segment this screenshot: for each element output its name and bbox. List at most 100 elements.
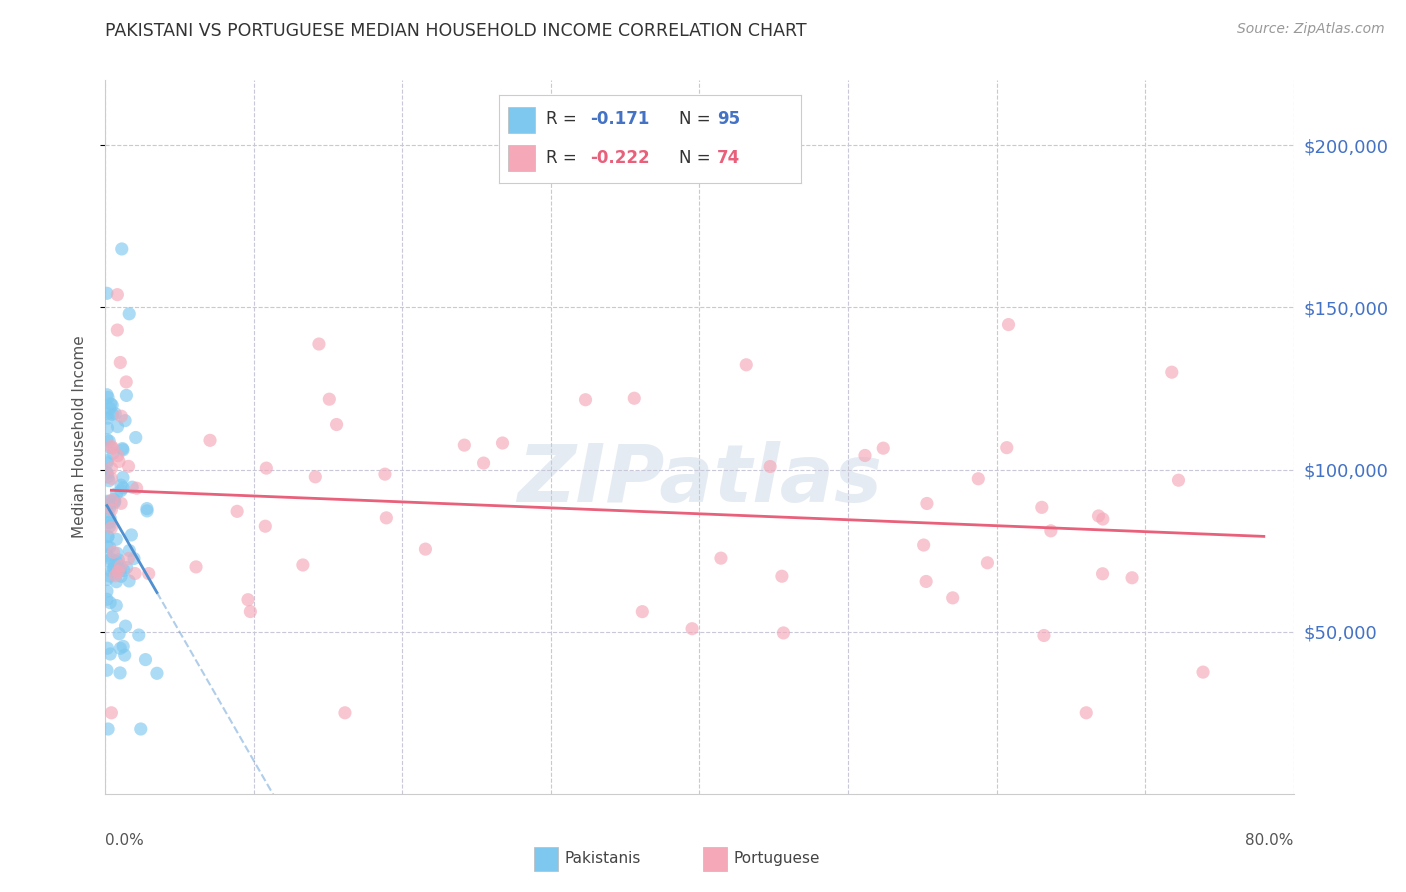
- Point: [112, 640, 135, 654]
- Point: [100, 441, 122, 455]
- Point: [118, 543, 141, 558]
- Point: [117, 551, 139, 566]
- Point: [254, 519, 277, 533]
- Point: [101, 442, 124, 456]
- Text: -0.171: -0.171: [591, 111, 650, 128]
- Point: [101, 446, 124, 460]
- Point: [105, 546, 128, 560]
- Point: [1031, 500, 1053, 515]
- Point: [134, 652, 156, 666]
- Point: [98, 511, 121, 525]
- Point: [115, 560, 138, 574]
- Point: [146, 666, 169, 681]
- Point: [308, 337, 330, 351]
- Point: [491, 436, 513, 450]
- Point: [98, 474, 121, 488]
- Point: [912, 538, 935, 552]
- Point: [105, 323, 128, 337]
- Point: [1091, 512, 1114, 526]
- Point: [125, 430, 148, 444]
- Point: [110, 496, 132, 510]
- Point: [97, 529, 120, 543]
- Point: [97, 516, 120, 530]
- Point: [120, 528, 142, 542]
- Point: [115, 388, 138, 402]
- Point: [114, 648, 136, 662]
- Point: [96, 456, 118, 470]
- Point: [96, 592, 118, 607]
- Point: [122, 551, 145, 566]
- Point: [96, 453, 118, 467]
- Point: [976, 556, 998, 570]
- Point: [997, 318, 1019, 332]
- Point: [1039, 524, 1062, 538]
- Point: [98, 516, 121, 530]
- Point: [98, 569, 121, 583]
- Point: [1033, 628, 1056, 642]
- Point: [115, 375, 138, 389]
- Point: [853, 449, 876, 463]
- Point: [107, 419, 129, 434]
- Point: [100, 461, 122, 475]
- Point: [96, 466, 118, 480]
- Point: [226, 504, 249, 518]
- FancyBboxPatch shape: [508, 145, 536, 171]
- Point: [118, 307, 141, 321]
- Text: PAKISTANI VS PORTUGUESE MEDIAN HOUSEHOLD INCOME CORRELATION CHART: PAKISTANI VS PORTUGUESE MEDIAN HOUSEHOLD…: [105, 22, 807, 40]
- Point: [103, 492, 125, 507]
- Point: [915, 574, 938, 589]
- Point: [1121, 571, 1143, 585]
- Point: [105, 574, 128, 589]
- Text: N =: N =: [679, 149, 716, 167]
- Point: [110, 355, 132, 369]
- Text: R =: R =: [546, 111, 582, 128]
- Point: [105, 533, 128, 547]
- Point: [111, 442, 134, 457]
- Text: Source: ZipAtlas.com: Source: ZipAtlas.com: [1237, 22, 1385, 37]
- Point: [104, 407, 127, 421]
- Point: [995, 441, 1018, 455]
- Point: [105, 287, 128, 301]
- Point: [967, 472, 990, 486]
- Point: [129, 722, 152, 736]
- Point: [96, 421, 118, 435]
- Point: [112, 481, 135, 495]
- Point: [97, 553, 120, 567]
- Point: [254, 461, 277, 475]
- Point: [681, 622, 703, 636]
- Point: [98, 401, 121, 416]
- Point: [104, 558, 127, 572]
- Point: [318, 392, 340, 407]
- Point: [97, 529, 120, 543]
- Point: [101, 398, 124, 412]
- Point: [1091, 566, 1114, 581]
- Y-axis label: Median Household Income: Median Household Income: [72, 335, 87, 539]
- Point: [96, 433, 118, 447]
- Point: [415, 542, 437, 557]
- Point: [375, 511, 398, 525]
- Point: [96, 498, 118, 512]
- Point: [772, 626, 794, 640]
- Point: [96, 467, 118, 481]
- Text: -0.222: -0.222: [591, 149, 650, 167]
- Point: [239, 605, 262, 619]
- Point: [136, 501, 159, 516]
- Point: [472, 456, 495, 470]
- Point: [103, 496, 125, 510]
- Point: [184, 560, 207, 574]
- Point: [623, 391, 645, 405]
- Point: [100, 564, 122, 578]
- Point: [101, 408, 124, 422]
- Text: N =: N =: [679, 111, 716, 128]
- Point: [111, 470, 134, 484]
- Point: [114, 619, 136, 633]
- Point: [942, 591, 965, 605]
- Point: [98, 501, 121, 516]
- Point: [111, 442, 134, 456]
- Point: [136, 504, 159, 518]
- Point: [110, 641, 132, 656]
- Point: [333, 706, 356, 720]
- Point: [112, 564, 135, 578]
- FancyBboxPatch shape: [508, 107, 536, 133]
- Point: [100, 503, 122, 517]
